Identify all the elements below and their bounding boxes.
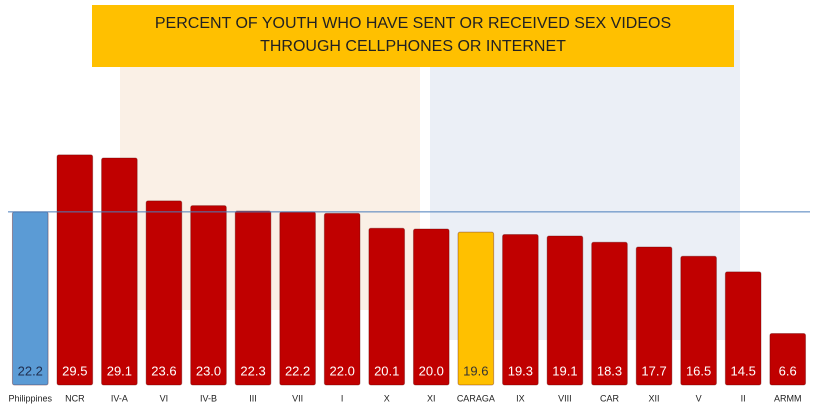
chart-title: PERCENT OF YOUTH WHO HAVE SENT OR RECEIV… xyxy=(155,15,671,32)
data-label: 23.0 xyxy=(196,363,221,378)
bar xyxy=(323,212,361,386)
x-tick-label: CARAGA xyxy=(457,393,495,403)
data-label: 14.5 xyxy=(731,363,756,378)
x-tick-label: IV-B xyxy=(200,393,217,403)
bar xyxy=(635,246,673,386)
x-tick-label: VI xyxy=(160,393,169,403)
bar xyxy=(145,200,183,386)
bar xyxy=(502,233,539,386)
x-tick-label: I xyxy=(341,393,344,403)
data-label: 22.2 xyxy=(285,363,310,378)
x-tick-label: IX xyxy=(516,393,525,403)
bar xyxy=(368,227,406,386)
x-tick-label: III xyxy=(249,393,257,403)
bar xyxy=(11,211,49,386)
bar xyxy=(680,255,717,386)
x-tick-label: IV-A xyxy=(111,393,128,403)
data-label: 23.6 xyxy=(151,363,176,378)
x-tick-label: VII xyxy=(292,393,303,403)
x-tick-label: CAR xyxy=(600,393,620,403)
bar xyxy=(279,211,316,386)
bar xyxy=(457,231,495,386)
data-label: 18.3 xyxy=(597,363,622,378)
data-label: 20.1 xyxy=(374,363,399,378)
x-tick-label: XI xyxy=(427,393,436,403)
bar xyxy=(101,157,138,386)
bar xyxy=(412,228,450,386)
x-tick-label: NCR xyxy=(65,393,85,403)
bar xyxy=(56,154,94,386)
title-box xyxy=(92,5,734,67)
x-tick-label: ARMM xyxy=(774,393,802,403)
bar xyxy=(591,241,628,386)
x-tick-label: X xyxy=(384,393,390,403)
data-label: 19.6 xyxy=(463,363,488,378)
x-tick-label: VIII xyxy=(558,393,572,403)
data-label: 17.7 xyxy=(641,363,666,378)
chart-title: THROUGH CELLPHONES OR INTERNET xyxy=(260,38,566,55)
data-label: 19.3 xyxy=(508,363,533,378)
bar xyxy=(234,210,272,386)
x-tick-label: II xyxy=(741,393,746,403)
data-label: 22.0 xyxy=(330,363,355,378)
data-label: 20.0 xyxy=(419,363,444,378)
bar xyxy=(769,333,807,386)
data-label: 22.3 xyxy=(240,363,265,378)
bar xyxy=(724,271,762,386)
data-label: 29.5 xyxy=(62,363,87,378)
x-tick-label: Philippines xyxy=(9,393,53,403)
bar xyxy=(546,235,584,386)
data-label: 22.2 xyxy=(18,363,43,378)
data-label: 19.1 xyxy=(552,363,577,378)
data-label: 16.5 xyxy=(686,363,711,378)
x-tick-label: V xyxy=(696,393,702,403)
data-label: 29.1 xyxy=(107,363,132,378)
x-tick-label: XII xyxy=(649,393,660,403)
data-label: 6.6 xyxy=(779,363,797,378)
bar xyxy=(190,205,227,386)
